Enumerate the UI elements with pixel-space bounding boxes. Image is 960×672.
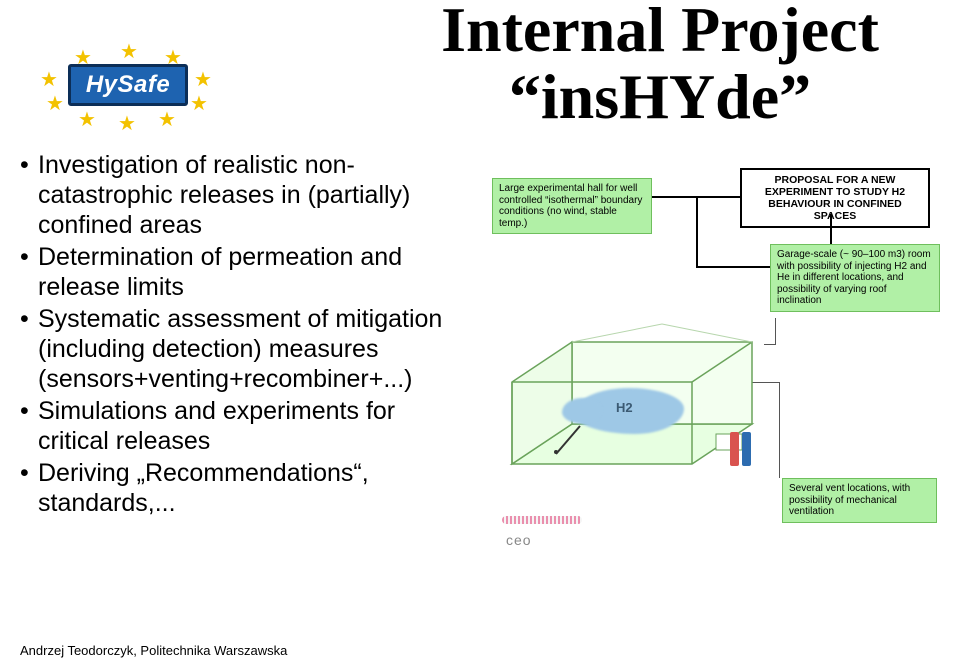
nozzle-icon <box>554 450 558 454</box>
box-garage: Garage-scale (~ 90–100 m3) room with pos… <box>770 244 940 312</box>
star-icon: ★ <box>190 94 208 114</box>
bullet-dot: • <box>20 242 38 302</box>
bullet-text: Simulations and experiments for critical… <box>38 396 470 456</box>
partner-text: ceo <box>506 532 532 548</box>
slide-title: Internal Project “insHYde” <box>380 0 940 130</box>
h2-cloud <box>562 398 602 424</box>
bullet-text: Investigation of realistic non-catastrop… <box>38 150 470 240</box>
box-vents: Several vent locations, with possibility… <box>782 478 937 523</box>
bullet-item: •Simulations and experiments for critica… <box>20 396 470 456</box>
connector <box>775 318 776 345</box>
box-proposal: PROPOSAL FOR A NEW EXPERIMENT TO STUDY H… <box>740 168 930 228</box>
star-icon: ★ <box>46 94 64 114</box>
bullet-text: Deriving „Recommendations“, standards,..… <box>38 458 470 518</box>
hysafe-logo: ★ ★ ★ ★ ★ ★ ★ ★ ★ ★ HySafe <box>30 40 230 130</box>
connector <box>696 196 698 266</box>
slide: ★ ★ ★ ★ ★ ★ ★ ★ ★ ★ HySafe Internal Proj… <box>0 0 960 672</box>
bullet-item: •Systematic assessment of mitigation (in… <box>20 304 470 394</box>
bullet-dot: • <box>20 458 38 518</box>
bullet-text: Systematic assessment of mitigation (inc… <box>38 304 470 394</box>
bullet-dot: • <box>20 150 38 240</box>
title-line-1: Internal Project <box>380 0 940 63</box>
room-illustration: H2 <box>502 314 772 504</box>
star-icon: ★ <box>158 110 176 130</box>
star-icon: ★ <box>194 70 212 90</box>
star-icon: ★ <box>118 114 136 134</box>
bullet-item: •Determination of permeation and release… <box>20 242 470 302</box>
star-icon: ★ <box>40 70 58 90</box>
star-icon: ★ <box>120 42 138 62</box>
bullet-dot: • <box>20 396 38 456</box>
box-hall: Large experimental hall for well control… <box>492 178 652 234</box>
experiment-diagram: Large experimental hall for well control… <box>492 168 942 588</box>
bullet-item: •Deriving „Recommendations“, standards,.… <box>20 458 470 518</box>
title-line-2: “insHYde” <box>380 63 940 130</box>
cylinder-icon <box>730 432 739 466</box>
connector <box>830 214 832 244</box>
bullet-dot: • <box>20 304 38 394</box>
connector <box>696 266 770 268</box>
bullet-text: Determination of permeation and release … <box>38 242 470 302</box>
connector <box>779 383 780 478</box>
footer-author: Andrzej Teodorczyk, Politechnika Warszaw… <box>20 643 287 658</box>
bullet-item: •Investigation of realistic non-catastro… <box>20 150 470 240</box>
star-icon: ★ <box>78 110 96 130</box>
bullet-list: •Investigation of realistic non-catastro… <box>20 150 470 520</box>
h2-label: H2 <box>616 400 633 415</box>
hysafe-badge-text: HySafe <box>86 71 170 99</box>
cylinder-icon <box>742 432 751 466</box>
partner-mark <box>502 516 582 524</box>
hysafe-badge: HySafe <box>68 64 188 106</box>
